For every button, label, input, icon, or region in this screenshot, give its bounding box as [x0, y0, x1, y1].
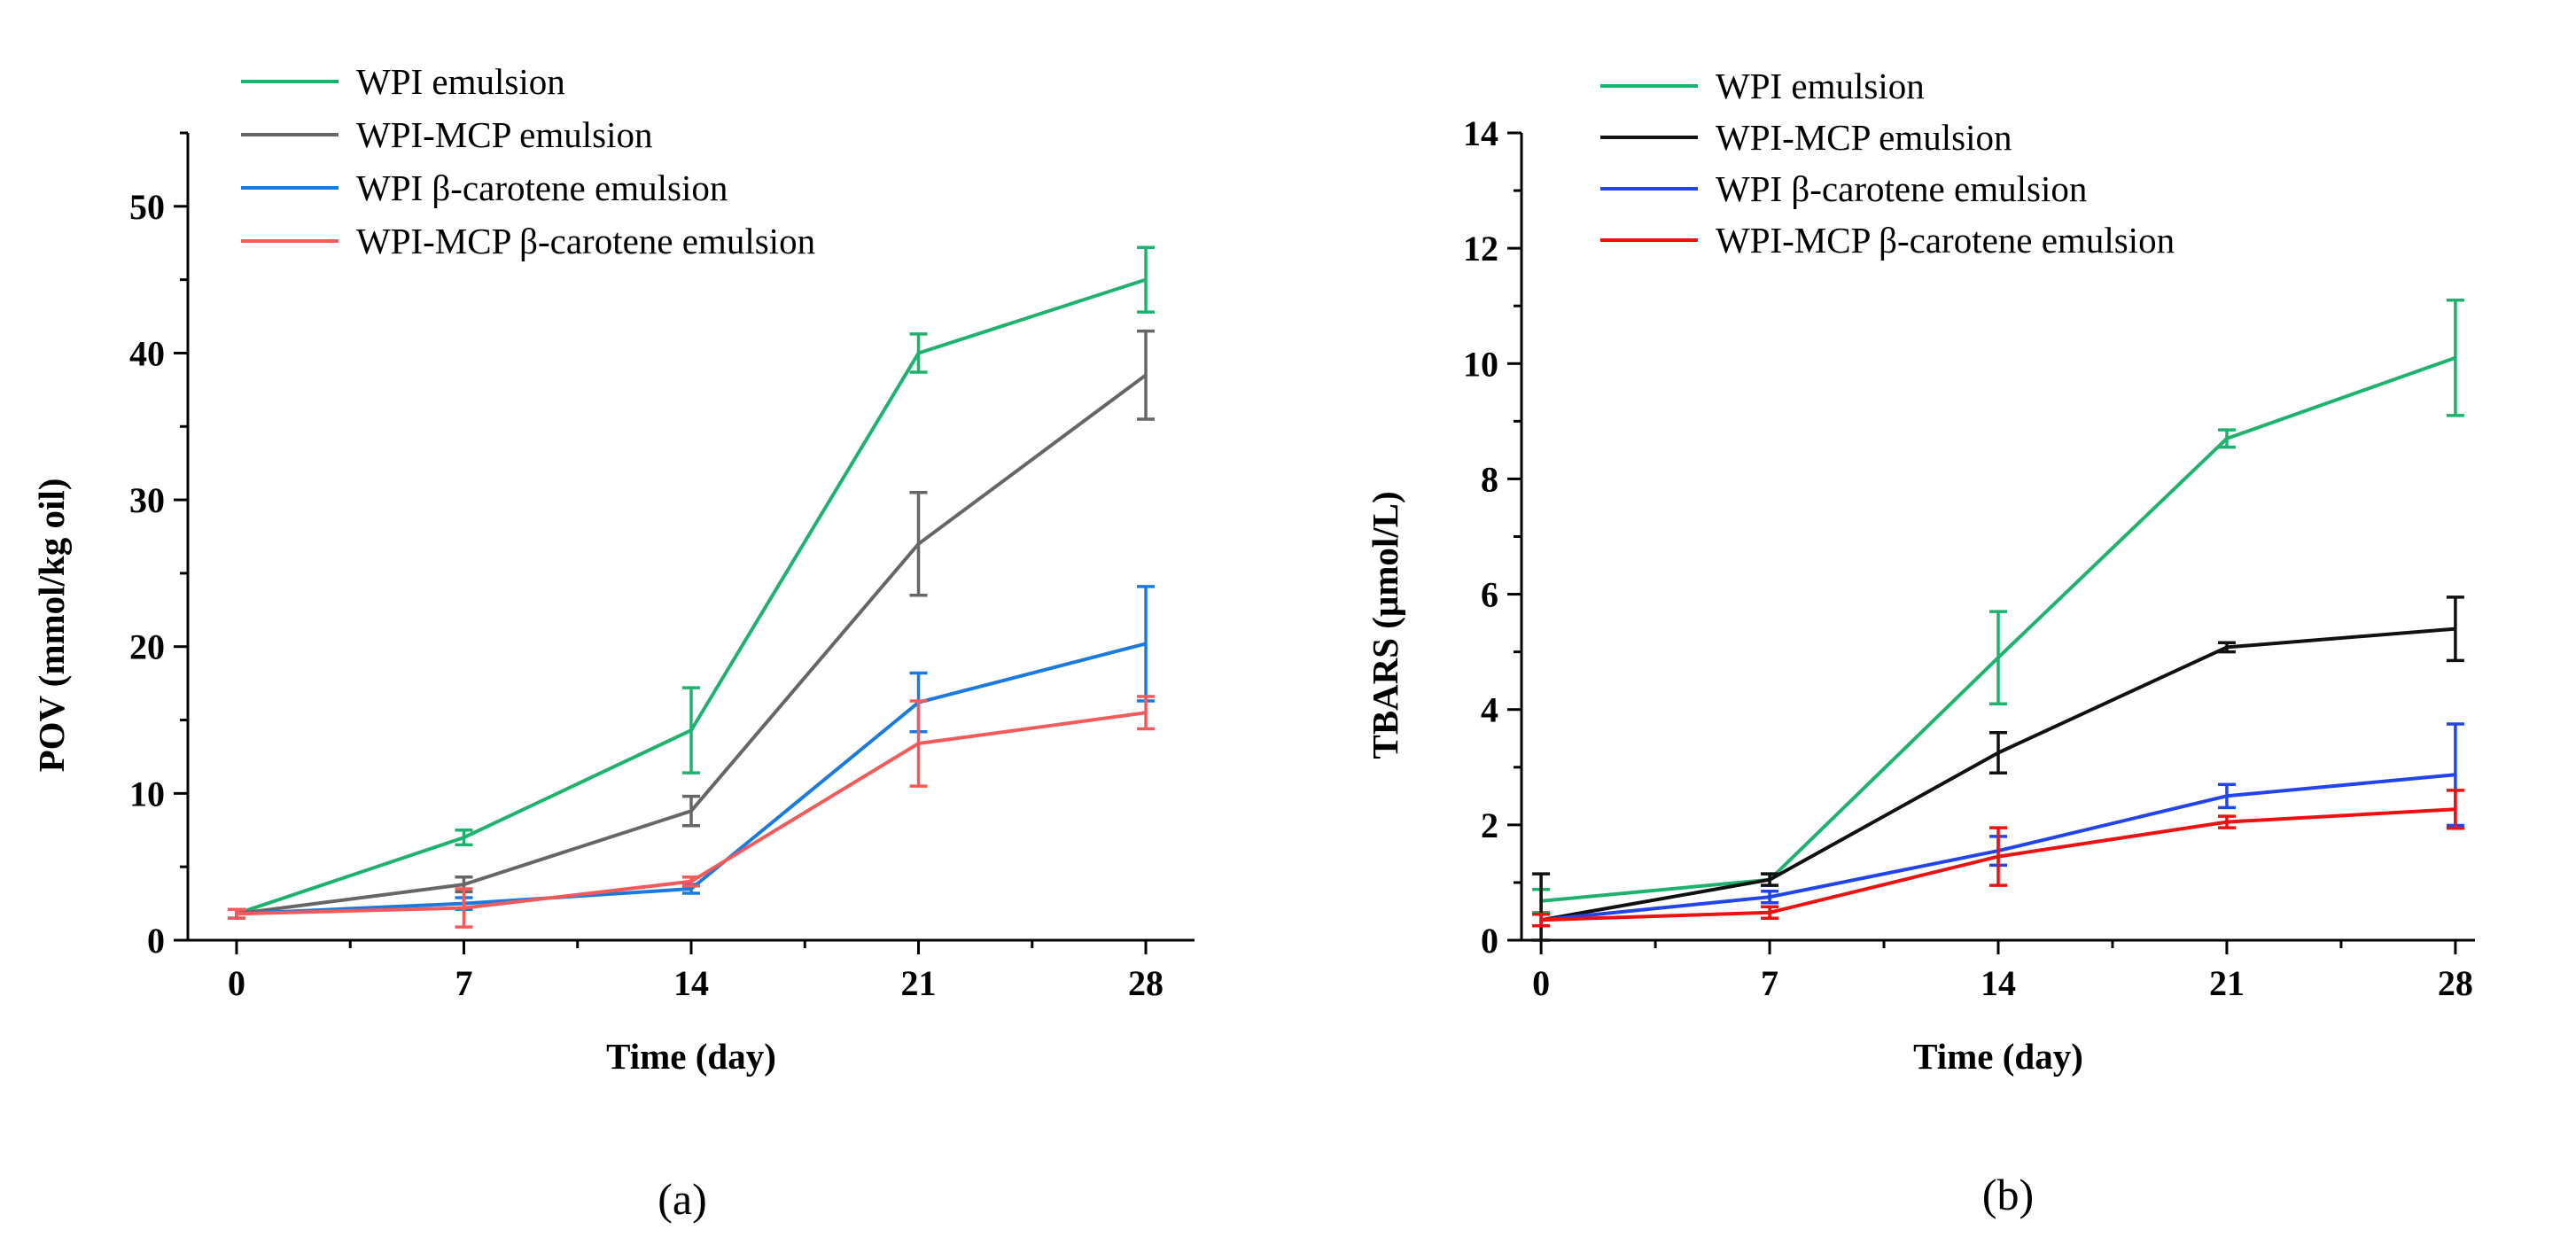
chart-a-data-point	[690, 881, 692, 883]
chart-a-data-point	[690, 888, 692, 890]
chart-a-y-tick-label: 10	[129, 774, 165, 813]
chart-b-y-tick-label: 14	[1463, 113, 1498, 153]
chart-b-y-tick-label: 6	[1481, 575, 1498, 615]
chart-a-panel: 0 10 20 30 40 50 0 7 14 21 28 Time (day) POV (mmol/k…	[31, 61, 1195, 1224]
chart-a-data-point	[1145, 279, 1147, 281]
chart-b-y-tick-label: 4	[1481, 690, 1498, 730]
chart-a-y-tick-label: 50	[129, 187, 165, 227]
chart-b-x-axis-title: Time (day)	[1913, 1036, 2083, 1077]
legend-label: WPI β-carotene emulsion	[356, 167, 728, 208]
chart-b-data-point	[2226, 438, 2228, 440]
chart-a-data-point	[690, 729, 692, 731]
chart-a-data-point	[918, 352, 920, 354]
chart-a-series-line	[236, 642, 1147, 916]
chart-a-data-point	[463, 907, 464, 909]
chart-b-x-tick-label: 28	[2438, 963, 2473, 1003]
legend-label: WPI β-carotene emulsion	[1716, 168, 2087, 209]
chart-b-data-point	[2226, 821, 2228, 823]
chart-a-data-point	[918, 543, 920, 545]
chart-a-x-tick-label: 14	[673, 963, 709, 1003]
chart-b-series-2	[1532, 595, 2464, 942]
chart-a-data-point	[918, 743, 920, 744]
legend-label: WPI-MCP β-carotene emulsion	[1716, 220, 2175, 261]
chart-b-x-tick-label: 21	[2209, 963, 2245, 1003]
chart-b-legend: WPI emulsion WPI-MCP emulsion WPI β-carote…	[1600, 66, 2175, 261]
legend-label: WPI-MCP β-carotene emulsion	[356, 221, 815, 261]
chart-a-x-axis-title: Time (day)	[606, 1036, 776, 1077]
chart-a-x-tick-label: 7	[455, 963, 472, 1003]
chart-b-y-tick-label: 2	[1481, 806, 1498, 845]
chart-a-y-tick-label: 20	[129, 627, 165, 667]
chart-b-y-axis-title: TBARS (μmol/L)	[1365, 491, 1405, 759]
chart-a-x-tick-label: 0	[228, 963, 245, 1003]
chart-a-data-point	[463, 837, 464, 838]
legend-label: WPI-MCP emulsion	[356, 114, 652, 155]
chart-b-y-tick-label: 10	[1463, 344, 1498, 384]
legend-label: WPI emulsion	[356, 61, 565, 102]
chart-b-x-tick-label: 14	[1981, 963, 2016, 1003]
chart-a-data-point	[463, 883, 464, 885]
chart-a-legend: WPI emulsion WPI-MCP emulsion WPI β-carote…	[241, 61, 815, 261]
chart-a-panel-label: (a)	[658, 1174, 707, 1224]
chart-b-data-point	[1540, 919, 1542, 921]
chart-a-series-2	[227, 329, 1156, 920]
chart-a-data-point	[690, 810, 692, 812]
chart-a-data-point	[1145, 374, 1147, 376]
chart-b-y-tick-label: 12	[1463, 229, 1498, 268]
chart-b-x-tick-label: 7	[1761, 963, 1778, 1003]
chart-b-data-point	[1997, 856, 1999, 858]
chart-a-x-tick-label: 21	[901, 963, 937, 1003]
chart-b-series-1	[1532, 298, 2464, 914]
legend-label: WPI emulsion	[1716, 66, 1925, 106]
chart-a-series-line	[236, 373, 1148, 916]
chart-b-x-tick-label: 0	[1532, 963, 1550, 1003]
chart-a-y-axis-title: POV (mmol/kg oil)	[31, 479, 72, 773]
chart-b-data-point	[2226, 646, 2228, 648]
chart-a-y-tick-label: 30	[129, 480, 165, 520]
chart-b-y-tick-label: 0	[1481, 921, 1498, 961]
chart-b-data-point	[1769, 879, 1771, 881]
chart-a-data-point	[1145, 642, 1147, 644]
chart-b-data-point	[1997, 752, 1999, 754]
chart-a-y-tick-label: 40	[129, 333, 165, 373]
legend-label: WPI-MCP emulsion	[1716, 117, 2012, 158]
chart-b-y-tick-label: 8	[1481, 459, 1498, 499]
chart-b-error-bar	[1532, 872, 1551, 942]
chart-b-panel: 0 2 4 6 8 10 12 14 0 7 14 21 28 Time (day) TBARS (μmol…	[1365, 66, 2475, 1219]
chart-b-data-point	[1769, 896, 1771, 898]
chart-a-x-tick-label: 28	[1128, 963, 1163, 1003]
chart-a-data-point	[1145, 712, 1147, 713]
chart-a-y-tick-label: 0	[147, 921, 165, 961]
chart-b-data-point	[1769, 912, 1771, 914]
chart-a-series-4	[227, 695, 1156, 929]
chart-b-series-4	[1532, 789, 2464, 928]
chart-b-data-point	[2226, 795, 2228, 797]
chart-b-panel-label: (b)	[1982, 1170, 2034, 1219]
